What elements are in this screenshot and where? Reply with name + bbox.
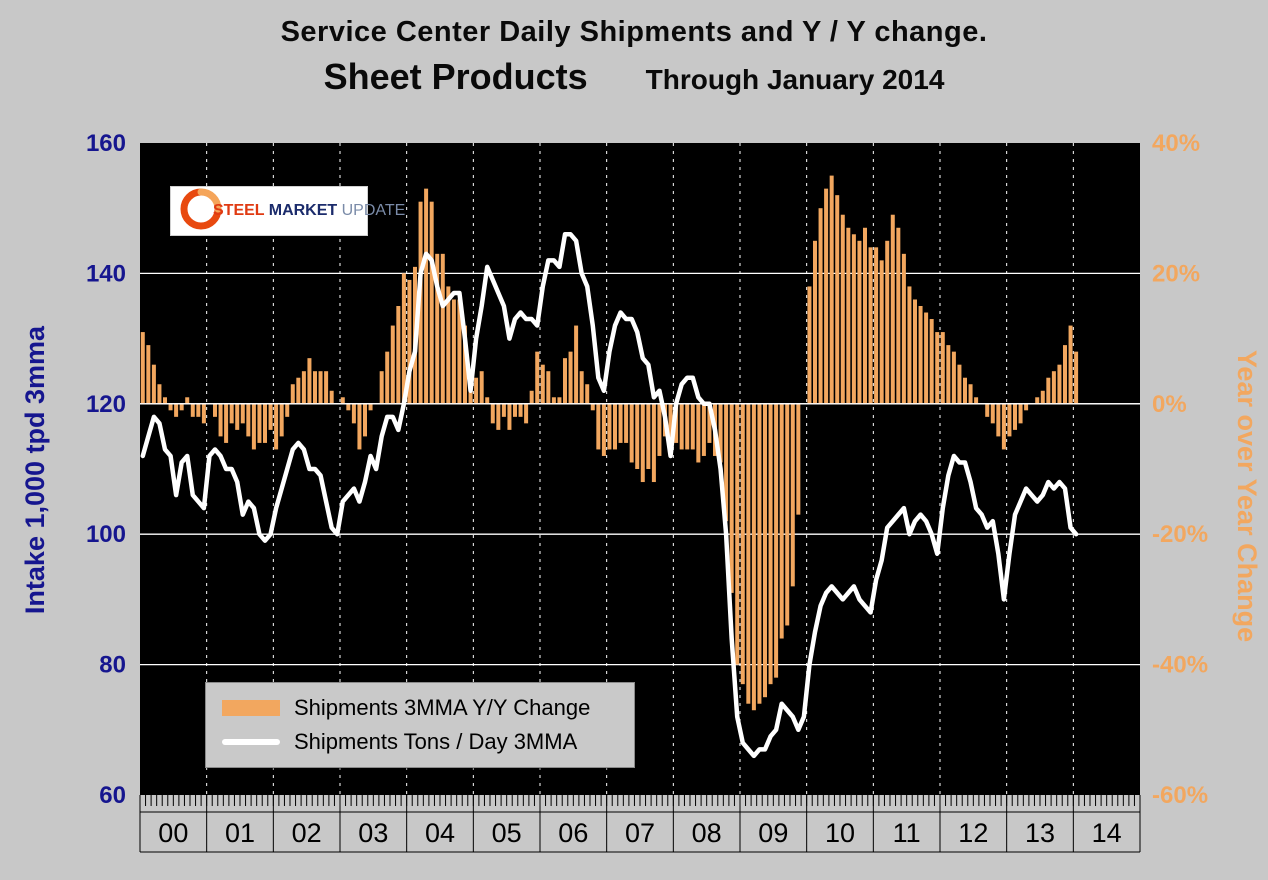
- product-title: Sheet Products: [323, 56, 588, 97]
- legend-label-line: Shipments Tons / Day 3MMA: [294, 729, 578, 754]
- svg-text:12: 12: [958, 818, 988, 848]
- svg-text:02: 02: [292, 818, 322, 848]
- svg-text:06: 06: [558, 818, 588, 848]
- svg-text:-40%: -40%: [1152, 652, 1208, 679]
- svg-text:04: 04: [425, 818, 455, 848]
- left-axis-title: Intake 1,000 tpd 3mma: [20, 325, 50, 615]
- svg-text:-20%: -20%: [1152, 521, 1208, 548]
- svg-text:160: 160: [86, 130, 126, 157]
- svg-text:05: 05: [492, 818, 522, 848]
- bar-series-swatch: [222, 700, 280, 716]
- logo-word-steel: STEEL: [213, 202, 265, 219]
- svg-text:0%: 0%: [1152, 391, 1187, 418]
- legend-item-shipments-line: Shipments Tons / Day 3MMA: [222, 729, 618, 755]
- logo-word-update: UPDATE: [341, 202, 406, 219]
- svg-text:07: 07: [625, 818, 655, 848]
- left-axis-labels: 160 140 120 100 80 60: [86, 130, 126, 809]
- logo-swoosh-icon: [177, 187, 225, 236]
- svg-text:01: 01: [225, 818, 255, 848]
- svg-text:60: 60: [99, 782, 126, 809]
- through-date: Through January 2014: [645, 64, 945, 95]
- svg-text:120: 120: [86, 391, 126, 418]
- line-series-swatch: [222, 739, 280, 745]
- svg-text:10: 10: [825, 818, 855, 848]
- svg-text:80: 80: [99, 652, 126, 679]
- svg-text:140: 140: [86, 260, 126, 287]
- svg-text:40%: 40%: [1152, 130, 1200, 157]
- svg-text:14: 14: [1092, 818, 1122, 848]
- line-series-shipments: [140, 232, 1079, 759]
- right-axis-title: Year over Year Change: [1232, 349, 1262, 643]
- svg-text:09: 09: [758, 818, 788, 848]
- legend: Shipments 3MMA Y/Y Change Shipments Tons…: [205, 682, 635, 768]
- x-axis-ticks: [139, 795, 1141, 853]
- svg-text:08: 08: [692, 818, 722, 848]
- logo-word-market: MARKET: [268, 202, 338, 219]
- legend-label-yoy: Shipments 3MMA Y/Y Change: [294, 695, 591, 720]
- chart-subtitle: Sheet Products Through January 2014: [0, 56, 1268, 98]
- year-labels: 00 01 02 03 04 05 06 07 08 09 10 11 12 13 14: [158, 818, 1121, 848]
- svg-text:20%: 20%: [1152, 260, 1200, 287]
- chart-title: Service Center Daily Shipments and Y / Y…: [280, 16, 988, 48]
- svg-text:100: 100: [86, 521, 126, 548]
- svg-text:00: 00: [158, 818, 188, 848]
- steel-market-update-logo: STEEL MARKET UPDATE: [170, 186, 405, 236]
- logo-text: STEEL MARKET UPDATE: [213, 202, 405, 220]
- svg-text:11: 11: [893, 818, 921, 848]
- svg-text:03: 03: [358, 818, 388, 848]
- legend-item-yoy-change: Shipments 3MMA Y/Y Change: [222, 695, 618, 721]
- svg-text:-60%: -60%: [1152, 782, 1208, 809]
- right-axis-labels: 40% 20% 0% -20% -40% -60%: [1152, 130, 1208, 809]
- svg-text:13: 13: [1025, 818, 1055, 848]
